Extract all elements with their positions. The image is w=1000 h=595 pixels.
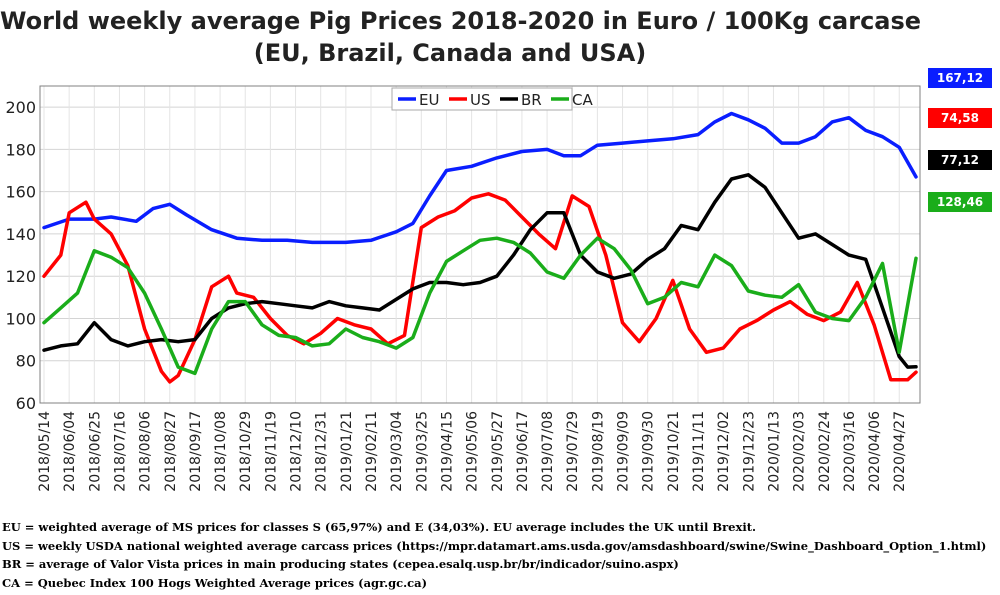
x-tick-label: 2018/09/17 (188, 411, 204, 492)
series-line-us (42, 192, 918, 384)
legend: EU US BR CA (391, 87, 593, 111)
y-tick-label: 180 (5, 140, 36, 159)
y-tick-label: 80 (16, 352, 36, 371)
x-tick-label: 2019/12/02 (716, 411, 732, 492)
x-tick-label: 2019/04/15 (439, 411, 455, 492)
note-eu: EU = weighted average of MS prices for c… (2, 520, 757, 534)
x-tick-label: 2019/01/21 (339, 411, 355, 492)
x-tick-label: 2020/03/16 (842, 411, 858, 492)
x-tick-label: 2019/12/23 (741, 411, 757, 492)
x-tick-label: 2020/04/27 (892, 411, 908, 492)
x-tick-label: 2018/08/27 (163, 411, 179, 492)
x-tick-label: 2018/11/19 (263, 411, 279, 492)
x-tick-label: 2019/08/19 (590, 411, 606, 492)
legend-label-eu: EU (419, 91, 439, 109)
price-line-chart: 60 80 100 120 140 160 180 200 2018/05/14 2018/06… (5, 85, 921, 492)
x-tick-label: 2019/05/27 (490, 411, 506, 492)
chart-title: World weekly average Pig Prices 2018-202… (0, 7, 922, 35)
x-tick-label: 2019/03/04 (389, 411, 405, 492)
chart-subtitle: (EU, Brazil, Canada and USA) (253, 39, 647, 67)
x-tick-label: 2020/04/06 (867, 411, 883, 492)
x-tick-label: 2018/10/29 (238, 411, 254, 492)
series-lines (42, 111, 918, 384)
x-tick-label: 2019/09/30 (641, 411, 657, 492)
x-tick-label: 2018/12/10 (289, 411, 305, 492)
note-br: BR = average of Valor Vista prices in ma… (2, 557, 679, 571)
x-tick-label: 2019/02/11 (364, 411, 380, 492)
x-tick-label: 2018/06/04 (62, 411, 78, 492)
x-tick-label: 2019/07/29 (565, 411, 581, 492)
x-tick-label: 2019/03/25 (414, 411, 430, 492)
y-tick-label: 60 (16, 394, 36, 413)
y-tick-label: 100 (5, 309, 36, 328)
latest-value-badge-ca: 128,46 (928, 192, 992, 212)
x-tick-label: 2019/07/08 (540, 411, 556, 492)
x-tick-label: 2018/05/14 (37, 411, 53, 492)
note-us: US = weekly USDA national weighted avera… (2, 538, 987, 553)
y-tick-label: 200 (5, 98, 36, 117)
x-tick-label: 2019/06/17 (515, 411, 531, 492)
x-tick-label: 2019/11/11 (691, 411, 707, 492)
x-axis: 2018/05/14 2018/06/04 2018/06/25 2018/07/16… (37, 411, 908, 492)
legend-label-br: BR (521, 91, 542, 109)
x-tick-label: 2020/02/24 (817, 411, 833, 492)
legend-label-ca: CA (572, 91, 593, 109)
legend-box (391, 87, 573, 111)
latest-value-badge-us: 74,58 (928, 108, 992, 128)
x-tick-label: 2018/12/31 (314, 411, 330, 492)
legend-label-us: US (470, 91, 491, 109)
y-tick-label: 120 (5, 267, 36, 286)
x-tick-label: 2019/05/06 (465, 411, 481, 492)
x-tick-label: 2018/10/08 (213, 411, 229, 492)
note-ca: CA = Quebec Index 100 Hogs Weighted Aver… (2, 575, 428, 590)
x-tick-label: 2018/06/25 (87, 411, 103, 492)
x-tick-label: 2020/02/03 (792, 411, 808, 492)
x-tick-label: 2018/07/16 (112, 411, 128, 492)
series-line-eu (42, 111, 918, 245)
latest-value-badge-br: 77,12 (928, 150, 992, 170)
plot-area (39, 85, 921, 404)
x-tick-label: 2019/09/09 (616, 411, 632, 492)
x-tick-label: 2020/01/13 (766, 411, 782, 492)
y-axis: 60 80 100 120 140 160 180 200 (5, 98, 36, 413)
series-line-br (42, 173, 918, 369)
x-tick-label: 2019/10/21 (666, 411, 682, 492)
series-line-ca (42, 236, 918, 376)
y-tick-label: 140 (5, 225, 36, 244)
latest-value-badge-eu: 167,12 (928, 68, 992, 88)
y-tick-label: 160 (5, 183, 36, 202)
x-tick-label: 2018/08/06 (138, 411, 154, 492)
source-notes: EU = weighted average of MS prices for c… (2, 518, 998, 592)
